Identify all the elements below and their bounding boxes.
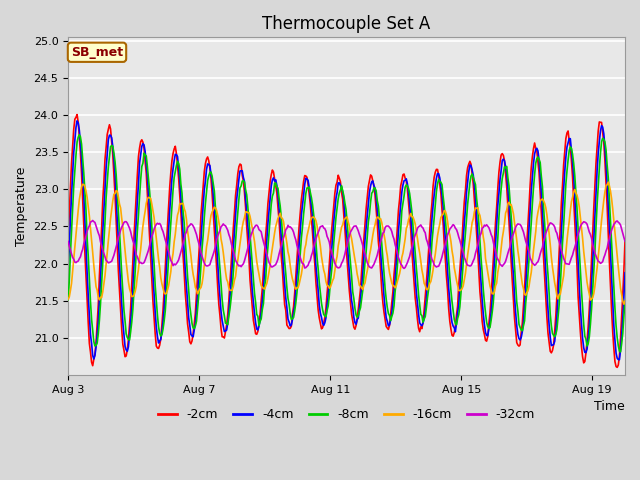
- -4cm: [609, 298, 616, 304]
- -2cm: [73, 112, 81, 118]
- -16cm: [604, 179, 612, 185]
- -16cm: [64, 296, 72, 302]
- X-axis label: Time: Time: [595, 400, 625, 413]
- Title: Thermocouple Set A: Thermocouple Set A: [262, 15, 431, 33]
- -8cm: [76, 132, 83, 138]
- -4cm: [333, 190, 341, 195]
- -4cm: [64, 266, 72, 272]
- -4cm: [621, 270, 629, 276]
- -2cm: [330, 203, 337, 209]
- -32cm: [330, 256, 337, 262]
- Line: -2cm: -2cm: [68, 115, 625, 367]
- Line: -8cm: -8cm: [68, 135, 625, 352]
- -2cm: [397, 183, 404, 189]
- -8cm: [617, 349, 625, 355]
- -4cm: [397, 202, 404, 208]
- -16cm: [332, 259, 340, 264]
- -16cm: [396, 271, 403, 276]
- -32cm: [610, 221, 618, 227]
- -16cm: [329, 277, 337, 283]
- -8cm: [64, 297, 72, 302]
- -2cm: [609, 329, 616, 335]
- -8cm: [330, 240, 337, 246]
- -32cm: [64, 239, 72, 244]
- Y-axis label: Temperature: Temperature: [15, 167, 28, 246]
- -32cm: [397, 261, 404, 267]
- -32cm: [333, 264, 341, 270]
- Line: -4cm: -4cm: [68, 121, 625, 360]
- -8cm: [522, 300, 529, 306]
- -4cm: [522, 284, 529, 289]
- -2cm: [367, 172, 374, 178]
- -2cm: [621, 238, 629, 244]
- -8cm: [609, 264, 616, 269]
- -32cm: [89, 217, 97, 223]
- Line: -16cm: -16cm: [68, 182, 625, 304]
- Line: -32cm: -32cm: [68, 220, 625, 268]
- -2cm: [522, 263, 529, 269]
- -16cm: [620, 301, 628, 307]
- -16cm: [365, 252, 373, 258]
- -16cm: [521, 291, 529, 297]
- -8cm: [333, 205, 341, 211]
- -2cm: [333, 180, 341, 185]
- -2cm: [64, 236, 72, 241]
- -4cm: [616, 357, 623, 362]
- -4cm: [367, 183, 374, 189]
- -4cm: [330, 219, 337, 225]
- -8cm: [621, 299, 629, 304]
- -2cm: [613, 364, 621, 370]
- -32cm: [523, 241, 531, 247]
- -32cm: [621, 239, 629, 244]
- -16cm: [621, 298, 629, 304]
- -8cm: [397, 227, 404, 232]
- -32cm: [400, 265, 408, 271]
- Legend: -2cm, -4cm, -8cm, -16cm, -32cm: -2cm, -4cm, -8cm, -16cm, -32cm: [153, 403, 540, 426]
- -4cm: [73, 118, 81, 124]
- -8cm: [367, 199, 374, 205]
- -16cm: [609, 206, 616, 212]
- Text: SB_met: SB_met: [71, 46, 123, 59]
- -32cm: [367, 265, 374, 271]
